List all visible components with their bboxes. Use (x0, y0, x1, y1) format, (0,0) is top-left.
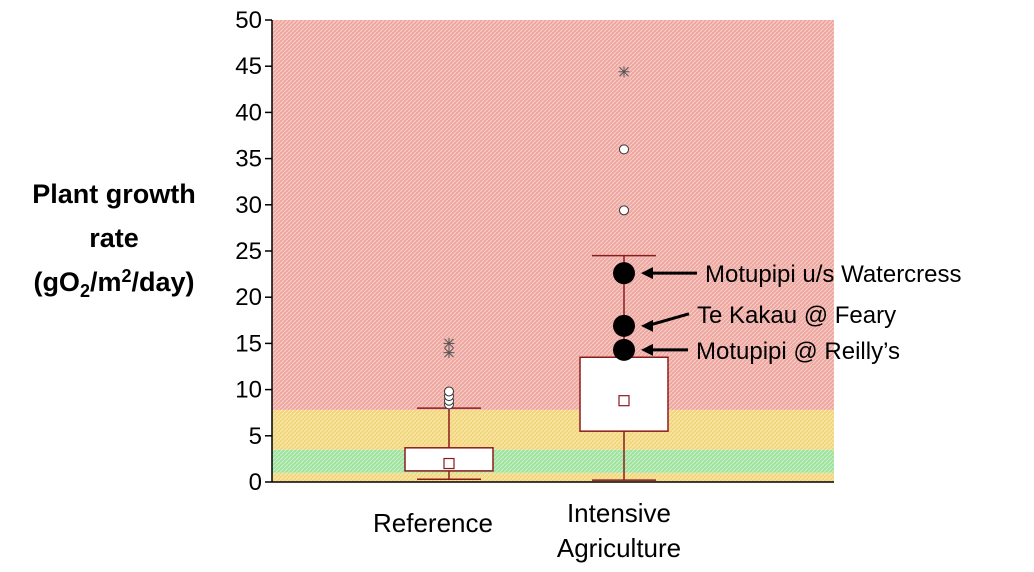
mean-marker (443, 457, 455, 470)
y-axis-label-line1: Plant growth (32, 179, 196, 209)
y-tick-label: 20 (235, 284, 262, 311)
unit-part-2: /m (89, 267, 122, 297)
y-tick-label: 40 (235, 99, 262, 126)
outlier-point (444, 386, 454, 397)
highlight-2: Motupipi @ Reilly’s (613, 338, 900, 365)
y-axis-label-units: (gO2/m2/day) (0, 260, 228, 304)
highlight-label: Motupipi @ Reilly’s (696, 338, 900, 365)
x-category-label: Intensive (567, 498, 671, 528)
y-tick-label: 45 (235, 53, 262, 80)
y-tick-label: 15 (235, 330, 262, 357)
arrow-head (641, 267, 653, 280)
y-tick-label: 5 (249, 423, 262, 450)
box-0 (404, 337, 494, 480)
y-axis-label: Plant growth rate (gO2/m2/day) (0, 172, 228, 304)
x-category-label: Reference (373, 508, 493, 538)
highlight-label: Motupipi u/s Watercress (705, 261, 962, 288)
axes: 0 5 10 15 20 25 30 35 40 45 50 (235, 7, 834, 496)
annotations: Motupipi u/s Watercress Te Kakau @ Feary M… (613, 261, 962, 365)
y-tick-label: 0 (249, 469, 262, 496)
outlier-point (619, 144, 629, 155)
unit-part-1: (gO (33, 267, 80, 297)
x-axis-labels: Reference Intensive Agriculture (373, 498, 681, 563)
highlighted-point (613, 338, 635, 361)
unit-part-3: /day) (131, 267, 195, 297)
highlighted-point (613, 262, 635, 285)
unit-superscript: 2 (121, 266, 132, 286)
y-tick-label: 50 (235, 7, 262, 34)
extreme-point (443, 337, 455, 349)
unit-subscript: 2 (79, 281, 90, 301)
y-tick-label: 25 (235, 238, 262, 265)
highlight-0: Motupipi u/s Watercress (613, 261, 962, 288)
mean-marker (618, 395, 630, 407)
x-category-label: Agriculture (557, 533, 681, 563)
y-tick-label: 35 (235, 146, 262, 173)
highlight-label: Te Kakau @ Feary (697, 302, 896, 329)
y-axis-label-line2: rate (89, 223, 139, 253)
outlier-point (619, 205, 629, 216)
arrow-head (641, 319, 653, 332)
y-tick-label: 10 (235, 377, 262, 404)
band-texture (272, 20, 834, 482)
arrow-head (641, 343, 653, 356)
iqr-box (579, 356, 669, 432)
box-1 (579, 66, 669, 481)
boxes (404, 66, 669, 481)
highlighted-point (613, 314, 635, 337)
extreme-point (618, 66, 630, 78)
arrow-shaft (646, 312, 690, 328)
highlight-1: Te Kakau @ Feary (613, 302, 896, 337)
y-tick-label: 30 (235, 192, 262, 219)
extreme-point (443, 347, 455, 359)
